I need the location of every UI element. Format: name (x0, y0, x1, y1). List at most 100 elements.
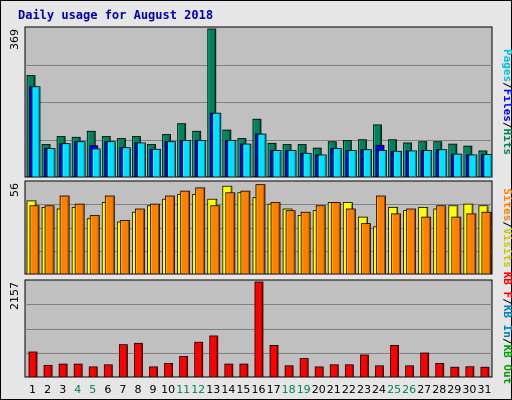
legend-kbytes-part-2: KB In (501, 305, 512, 338)
bar-kb-day-25 (390, 344, 399, 378)
bar-sites-day-14 (225, 192, 236, 275)
bar-sites-day-13 (210, 205, 221, 275)
bar-kb-day-9 (149, 366, 158, 378)
bar-sites-day-31 (481, 211, 492, 275)
legend-pages-files-hits-part-3: / (501, 122, 512, 129)
x-tick-label-day-7: 7 (119, 383, 126, 396)
x-tick-label-day-10: 10 (161, 383, 175, 396)
bar-kb-day-5 (88, 366, 98, 378)
bar-sites-day-17 (270, 202, 281, 275)
x-tick-label-day-23: 23 (357, 383, 371, 396)
x-tick-label-day-27: 27 (417, 383, 431, 396)
bar-kb-day-13 (209, 335, 219, 378)
bar-sites-day-8 (135, 208, 145, 275)
legend-kbytes-part-3: / (501, 338, 512, 345)
x-tick-label-day-3: 3 (59, 383, 66, 396)
bar-kb-day-19 (299, 358, 309, 378)
bar-sites-day-30 (466, 213, 477, 275)
x-tick-label-day-4: 4 (74, 383, 81, 396)
x-tick-label-day-8: 8 (135, 383, 142, 396)
legend-kbytes-part-1: / (501, 298, 512, 305)
legend-kbytes: KB F/KB In/KB Out (501, 272, 512, 385)
x-tick-label-day-16: 16 (252, 383, 266, 396)
bar-sites-day-11 (180, 190, 191, 275)
bar-sites-day-15 (240, 190, 251, 275)
x-tick-label-day-30: 30 (462, 383, 476, 396)
x-tick-label-day-12: 12 (191, 383, 205, 396)
x-tick-label-day-26: 26 (402, 383, 416, 396)
x-tick-label-day-2: 2 (44, 383, 51, 396)
bar-sites-day-3 (59, 195, 70, 275)
bar-pages-day-21 (332, 148, 342, 178)
x-tick-label-day-20: 20 (312, 383, 326, 396)
bar-kb-day-30 (465, 366, 475, 378)
bar-kb-day-26 (405, 365, 415, 378)
bar-sites-day-4 (74, 203, 85, 275)
x-tick-label-day-22: 22 (342, 383, 356, 396)
x-tick-label-day-9: 9 (150, 383, 157, 396)
bar-pages-day-17 (272, 150, 282, 178)
legend-kbytes-part-0: KB F (501, 272, 512, 299)
bar-sites-day-10 (165, 195, 175, 275)
bar-pages-day-28 (438, 149, 448, 178)
panel-3-ymax-label: 2157 (8, 282, 21, 310)
x-tick-label-day-5: 5 (89, 383, 96, 396)
bar-pages-day-18 (287, 150, 297, 178)
bar-sites-day-29 (451, 216, 462, 275)
bar-sites-day-9 (150, 203, 160, 275)
bar-sites-day-26 (406, 208, 417, 275)
bar-pages-day-31 (483, 154, 493, 178)
bar-sites-day-5 (89, 215, 100, 275)
bar-pages-day-8 (137, 142, 146, 178)
x-tick-label-day-18: 18 (282, 383, 296, 396)
bar-kb-day-18 (284, 365, 294, 378)
bar-kb-day-28 (435, 362, 445, 378)
x-tick-label-day-11: 11 (176, 383, 190, 396)
bar-kb-day-11 (179, 356, 189, 378)
bar-kb-day-8 (134, 342, 143, 378)
bar-kb-day-3 (58, 363, 68, 378)
bar-kb-day-16 (254, 281, 264, 378)
bar-sites-day-27 (421, 216, 432, 275)
bar-pages-day-12 (197, 140, 207, 178)
bar-kb-day-7 (118, 344, 128, 378)
x-tick-label-day-17: 17 (267, 383, 281, 396)
x-tick-label-day-1: 1 (29, 383, 36, 396)
legend-sites-visits-part-2: Visits (501, 228, 512, 268)
bar-kb-day-10 (164, 362, 173, 378)
bar-pages-day-26 (408, 150, 418, 178)
x-tick-label-day-24: 24 (372, 383, 386, 396)
bar-kb-day-27 (420, 352, 430, 378)
bar-kb-day-14 (224, 363, 234, 378)
x-tick-label-day-31: 31 (478, 383, 492, 396)
bar-sites-day-12 (195, 187, 206, 275)
legend-sites-visits-part-1: / (501, 221, 512, 228)
bar-sites-day-1 (29, 205, 40, 275)
bar-sites-day-2 (44, 205, 55, 275)
bar-pages-day-9 (152, 148, 161, 178)
legend-pages-files-hits-part-4: Hits (501, 129, 512, 156)
bar-pages-day-24 (378, 150, 387, 178)
x-tick-label-day-29: 29 (447, 383, 461, 396)
panel-1-ymax-label: 369 (8, 29, 21, 50)
bar-pages-day-2 (46, 148, 56, 178)
bar-sites-day-19 (300, 211, 311, 275)
bar-kb-day-29 (450, 366, 460, 378)
bar-pages-day-23 (363, 149, 372, 178)
bar-kb-day-2 (43, 364, 53, 378)
bar-pages-day-1 (31, 86, 41, 178)
bar-sites-day-24 (376, 195, 386, 275)
legend-sites-visits-part-0: Sites (501, 188, 512, 221)
bar-sites-day-6 (104, 195, 115, 275)
bar-kb-day-21 (329, 364, 339, 378)
bar-pages-day-27 (423, 150, 433, 178)
bar-pages-day-16 (257, 133, 267, 178)
bar-kb-day-12 (194, 341, 204, 378)
x-tick-label-day-6: 6 (104, 383, 111, 396)
legend-pages-files-hits: Pages/Files/Hits (501, 49, 512, 155)
bar-pages-day-29 (453, 153, 463, 178)
x-tick-label-day-19: 19 (297, 383, 311, 396)
x-tick-label-day-13: 13 (206, 383, 220, 396)
legend-pages-files-hits-part-1: / (501, 82, 512, 89)
